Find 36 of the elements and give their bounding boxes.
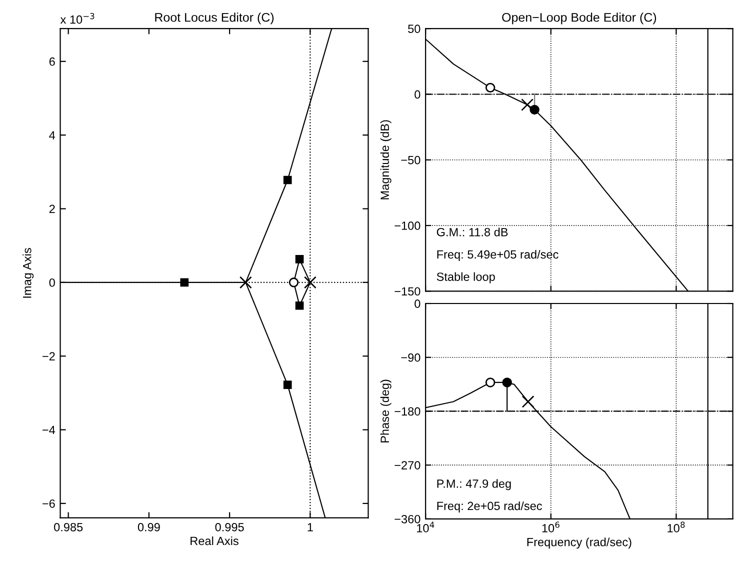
x-tick-label: 0.99 [138,522,160,532]
annotation: Freq: 2e+05 rad/sec [437,501,542,512]
y-tick-label: 6 [49,57,55,66]
y-tick-label: −360 [394,514,420,524]
y-tick-label: 50 [408,24,420,34]
y-tick-label: −270 [394,461,420,470]
annotation: P.M.: 47.9 deg [437,479,511,490]
y-tick-label: −6 [42,499,55,508]
y-tick-label: −2 [42,352,55,360]
y-axis-title: Imag Axis [22,248,34,298]
annotation: Stable loop [436,272,495,284]
y-tick-label: 0 [49,278,55,287]
x-tick-label: 0.985 [54,522,83,532]
y-tick-label: 0 [414,90,420,99]
y-tick-label: −4 [42,426,56,434]
y-tick-label: 0 [414,300,420,308]
x-tick-label: 1 [308,523,313,532]
y-tick-label: −90 [401,353,420,362]
y-tick-label: −50 [401,156,420,164]
annotation: Freq: 5.49e+05 rad/sec [437,250,558,261]
y-tick-label: −150 [394,287,420,296]
y-tick-label: 2 [49,204,55,214]
x-axis-title: Frequency (rad/sec) [527,538,632,549]
x-tick-label: 0.995 [215,522,244,532]
chart-title: Root Locus Editor (C) [155,12,274,24]
x-tick-label: 10$^{8}$ [668,522,685,532]
x-axis-title: Real Axis [190,536,238,546]
y-tick-label: −100 [394,222,420,230]
annotation: G.M.: 11.8 dB [436,228,508,236]
chart-title: Open−Loop Bode Editor (C) [502,12,656,24]
y-axis-title: Magnitude (dB) [380,120,392,200]
text: x 10$^{−3}$ [60,12,94,24]
y-tick-label: −180 [394,407,420,416]
y-tick-label: 4 [49,131,56,140]
y-axis-title: Phase (deg) [380,380,392,442]
x-tick-label: 10$^{6}$ [542,522,560,532]
